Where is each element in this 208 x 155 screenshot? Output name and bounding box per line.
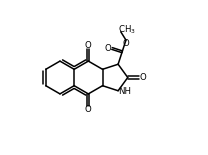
Text: NH: NH	[118, 87, 131, 96]
Text: O: O	[85, 41, 92, 50]
Text: O: O	[105, 44, 112, 53]
Text: O: O	[85, 105, 92, 114]
Text: O: O	[123, 39, 129, 48]
Text: CH$_3$: CH$_3$	[118, 24, 135, 36]
Text: O: O	[140, 73, 146, 82]
